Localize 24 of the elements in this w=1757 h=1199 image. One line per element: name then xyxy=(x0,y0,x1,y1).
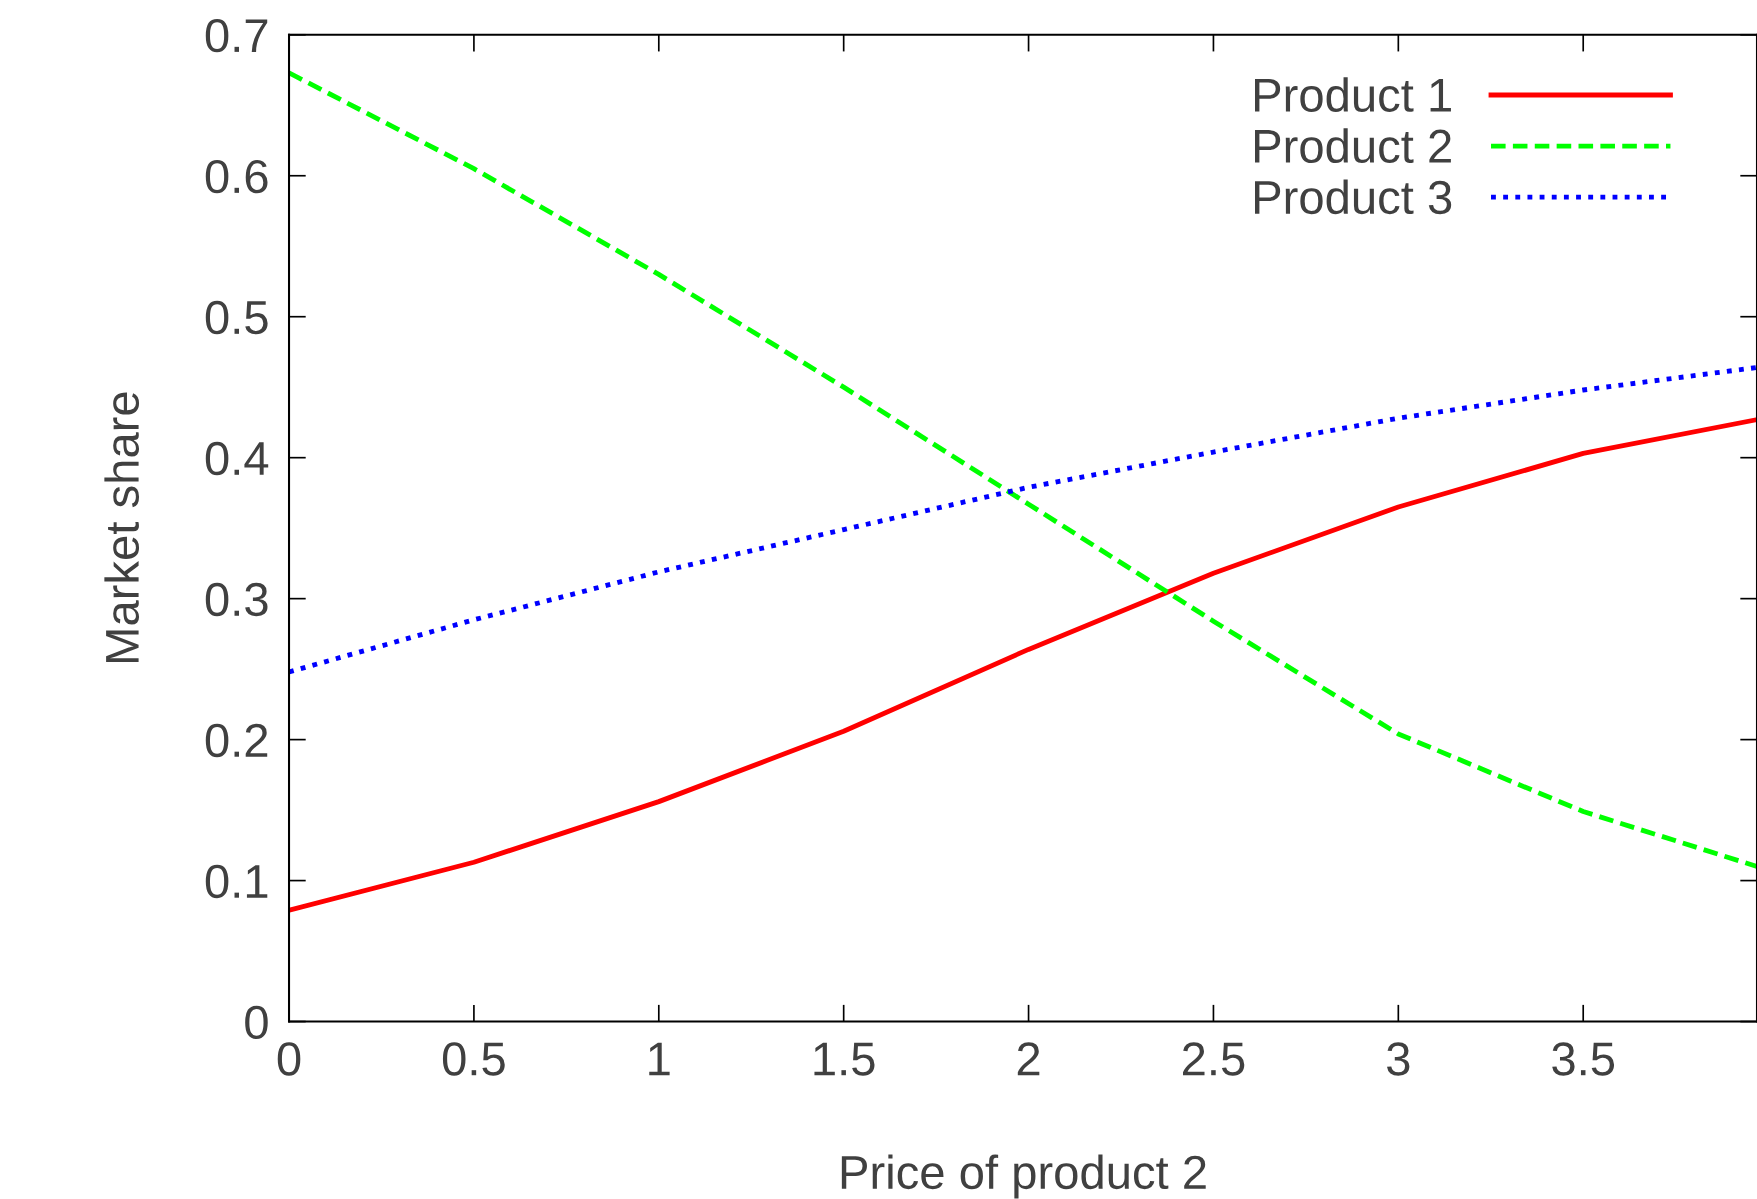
y-tick-label: 0.6 xyxy=(205,159,268,194)
x-tick-label: 0.5 xyxy=(442,1042,505,1076)
line-series xyxy=(289,70,1757,869)
y-tick-label: 0 xyxy=(245,1005,268,1040)
x-tick-label: 1 xyxy=(649,1042,670,1076)
y-tick-label: 0.1 xyxy=(205,864,268,899)
x-tick-label: 3 xyxy=(1387,1042,1410,1076)
y-tick-label: 0.5 xyxy=(205,300,268,335)
x-tick-label: 1.5 xyxy=(814,1042,875,1076)
line-series xyxy=(289,417,1757,913)
y-tick-label: 0.4 xyxy=(205,441,269,476)
y-tick-label: 0.2 xyxy=(205,723,268,758)
x-tick-label: 2.5 xyxy=(1183,1042,1245,1076)
y-axis-title: Market share xyxy=(104,392,140,663)
line-series xyxy=(289,365,1757,675)
x-axis-title: Price of product 2 xyxy=(841,1154,1206,1199)
y-tick-label: 0.7 xyxy=(205,18,268,53)
y-tick-label: 0.3 xyxy=(205,582,268,617)
legend-label: Product 1 xyxy=(1255,77,1451,112)
x-tick-label: 3.5 xyxy=(1552,1042,1615,1076)
legend-label: Product 2 xyxy=(1255,128,1451,164)
x-tick-label: 0 xyxy=(277,1042,301,1076)
x-tick-label: 2 xyxy=(1017,1042,1040,1076)
legend-label: Product 3 xyxy=(1255,179,1452,215)
